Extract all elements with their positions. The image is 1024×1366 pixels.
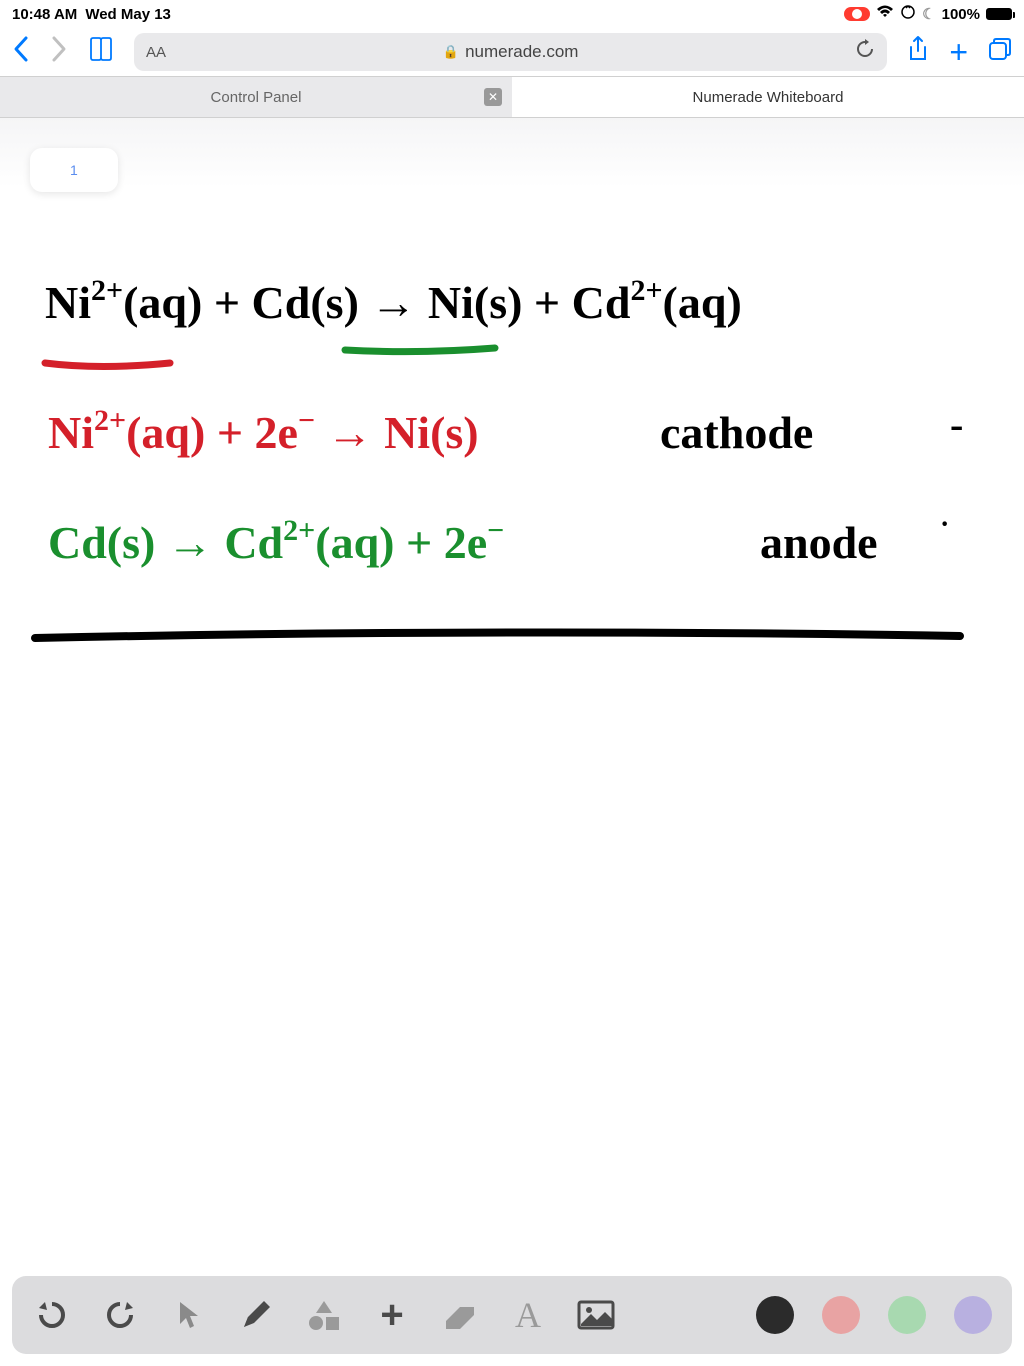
browser-nav-bar: AA 🔒 numerade.com + xyxy=(0,28,1024,76)
color-red[interactable] xyxy=(822,1296,860,1334)
dot-mark: · xyxy=(940,509,949,540)
text-size-button[interactable]: AA xyxy=(146,44,166,61)
battery-icon xyxy=(986,8,1012,20)
tab-label: Numerade Whiteboard xyxy=(693,89,844,106)
tab-label: Control Panel xyxy=(211,89,302,106)
text-tool[interactable]: A xyxy=(508,1295,548,1335)
dash-mark-1: - xyxy=(950,402,963,447)
redo-button[interactable] xyxy=(100,1295,140,1335)
shapes-tool[interactable] xyxy=(304,1295,344,1335)
url-bar[interactable]: AA 🔒 numerade.com xyxy=(134,33,887,71)
color-purple[interactable] xyxy=(954,1296,992,1334)
equation-line-1: Ni2+(aq) + Cd(s) → Ni(s) + Cd2+(aq) xyxy=(45,274,742,328)
image-tool[interactable] xyxy=(576,1295,616,1335)
anode-label: anode xyxy=(760,517,878,568)
lock-icon: 🔒 xyxy=(443,44,459,60)
screen-record-indicator[interactable] xyxy=(844,7,870,21)
status-bar: 10:48 AM Wed May 13 ☾ 100% xyxy=(0,0,1024,28)
equation-anode: Cd(s) → Cd2+(aq) + 2e− xyxy=(48,514,504,568)
tabs-button[interactable] xyxy=(988,37,1012,68)
cathode-label: cathode xyxy=(660,407,813,458)
record-icon xyxy=(852,9,862,19)
moon-icon: ☾ xyxy=(922,5,935,23)
tab-whiteboard[interactable]: Numerade Whiteboard xyxy=(512,77,1024,117)
underline-cd xyxy=(345,348,495,352)
pointer-tool[interactable] xyxy=(168,1295,208,1335)
color-green[interactable] xyxy=(888,1296,926,1334)
reload-button[interactable] xyxy=(855,39,875,66)
handwriting-layer: Ni2+(aq) + Cd(s) → Ni(s) + Cd2+(aq) Ni2+… xyxy=(0,118,1024,1276)
forward-button xyxy=(50,35,68,70)
eraser-tool[interactable] xyxy=(440,1295,480,1335)
color-black[interactable] xyxy=(756,1296,794,1334)
whiteboard-toolbar: + A xyxy=(12,1276,1012,1354)
close-tab-button[interactable]: ✕ xyxy=(484,88,502,106)
wifi-icon xyxy=(876,5,894,23)
whiteboard-canvas[interactable]: 1 Ni2+(aq) + Cd(s) → Ni(s) + Cd2+(aq) Ni… xyxy=(0,118,1024,1276)
orientation-lock-icon xyxy=(900,4,916,24)
status-time: 10:48 AM xyxy=(12,6,77,23)
equation-cathode: Ni2+(aq) + 2e− → Ni(s) xyxy=(48,404,479,458)
bookmarks-button[interactable] xyxy=(88,37,114,67)
status-date: Wed May 13 xyxy=(85,6,171,23)
new-tab-button[interactable]: + xyxy=(949,34,968,71)
tab-control-panel[interactable]: Control Panel ✕ xyxy=(0,77,512,117)
battery-pct: 100% xyxy=(942,6,980,23)
divider-line xyxy=(35,632,960,638)
tab-bar: Control Panel ✕ Numerade Whiteboard xyxy=(0,76,1024,118)
share-button[interactable] xyxy=(907,35,929,70)
underline-ni xyxy=(45,363,170,367)
url-display: 🔒 numerade.com xyxy=(174,42,847,62)
back-button[interactable] xyxy=(12,35,30,70)
pen-tool[interactable] xyxy=(236,1295,276,1335)
add-tool[interactable]: + xyxy=(372,1295,412,1335)
undo-button[interactable] xyxy=(32,1295,72,1335)
